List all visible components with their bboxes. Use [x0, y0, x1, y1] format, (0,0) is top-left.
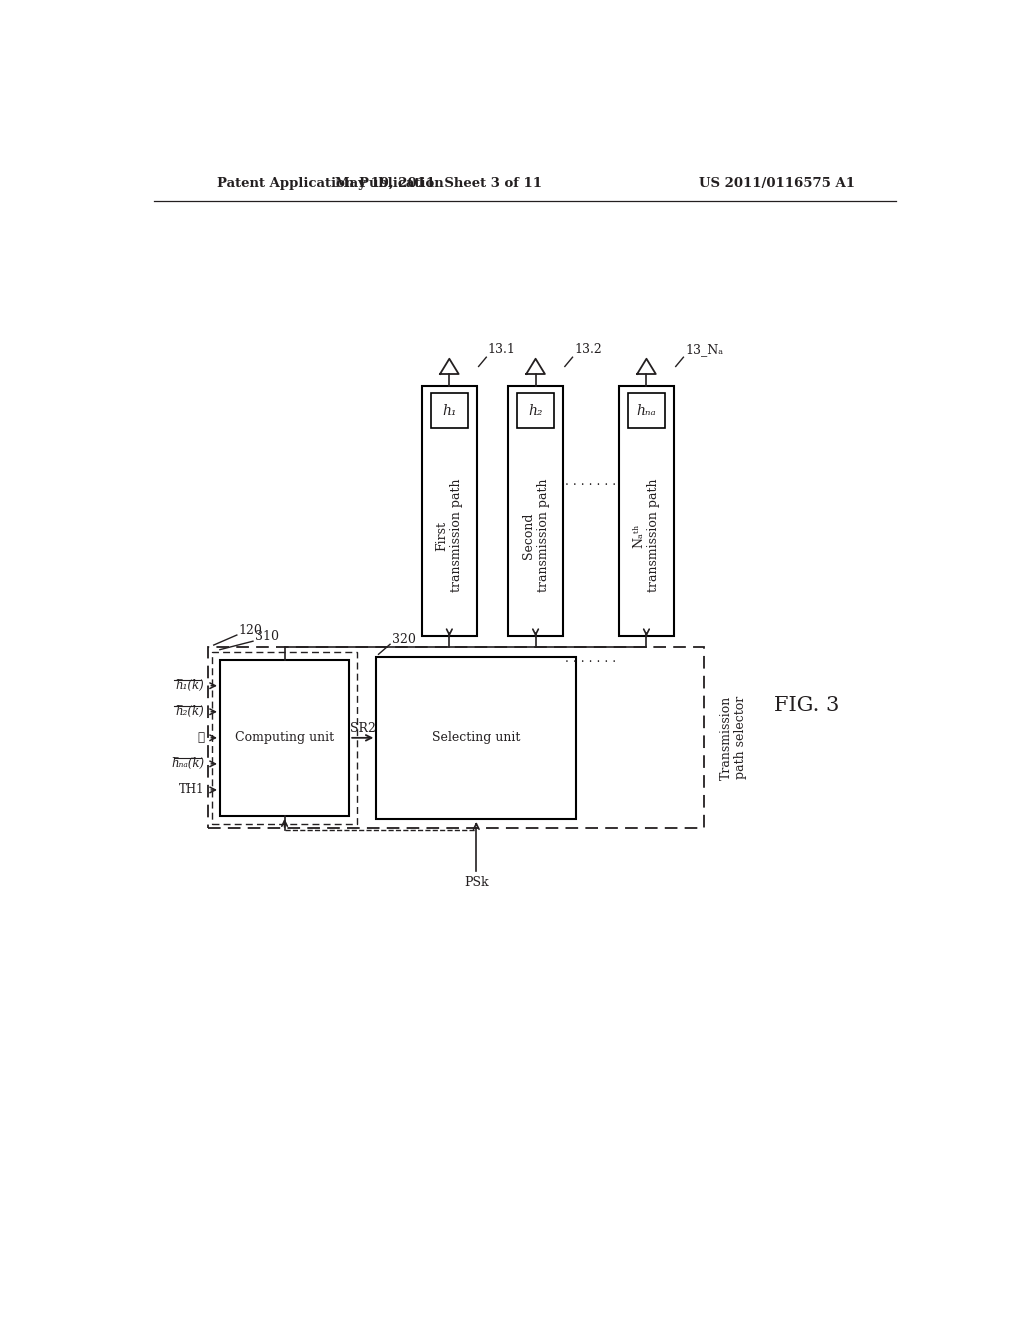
Text: Nₐᵗʰ
transmission path: Nₐᵗʰ transmission path	[633, 479, 660, 593]
Text: h̅₂(k): h̅₂(k)	[176, 705, 205, 718]
Text: TH1: TH1	[179, 784, 205, 796]
Text: Selecting unit: Selecting unit	[432, 731, 520, 744]
Text: 310: 310	[255, 630, 279, 643]
Text: 13.2: 13.2	[574, 343, 602, 355]
Text: h̅₁(k): h̅₁(k)	[176, 680, 205, 692]
Text: . . . . . . .: . . . . . . .	[565, 652, 616, 665]
Text: 13_Nₐ: 13_Nₐ	[685, 343, 723, 355]
Text: h₂: h₂	[528, 404, 543, 417]
Text: SR2: SR2	[350, 722, 376, 735]
Text: 13.1: 13.1	[487, 343, 516, 355]
Text: Patent Application Publication: Patent Application Publication	[217, 177, 443, 190]
Text: US 2011/0116575 A1: US 2011/0116575 A1	[699, 177, 855, 190]
Bar	[508, 385, 563, 636]
Bar	[618, 385, 674, 636]
Text: Computing unit: Computing unit	[234, 731, 334, 744]
Text: . . . . . . .: . . . . . . .	[565, 475, 616, 488]
Text: First
transmission path: First transmission path	[435, 479, 463, 593]
Text: 320: 320	[391, 634, 416, 647]
Text: Second
transmission path: Second transmission path	[521, 479, 550, 593]
Text: May 19, 2011  Sheet 3 of 11: May 19, 2011 Sheet 3 of 11	[335, 177, 542, 190]
Bar	[517, 393, 554, 428]
Text: hₙₐ: hₙₐ	[637, 404, 656, 417]
Text: PSk: PSk	[464, 875, 488, 888]
Bar	[628, 393, 665, 428]
Bar	[431, 393, 468, 428]
Text: 120: 120	[239, 624, 262, 638]
Text: h̅ₙₐ(k): h̅ₙₐ(k)	[171, 758, 205, 771]
Bar	[422, 385, 477, 636]
Text: h₁: h₁	[442, 404, 457, 417]
Text: Transmission
path selector: Transmission path selector	[720, 696, 748, 780]
Text: ⋯: ⋯	[198, 731, 205, 744]
Bar	[220, 660, 349, 816]
Bar	[208, 647, 705, 829]
Text: FIG. 3: FIG. 3	[773, 696, 839, 714]
Bar	[376, 656, 577, 818]
Bar	[212, 652, 357, 824]
